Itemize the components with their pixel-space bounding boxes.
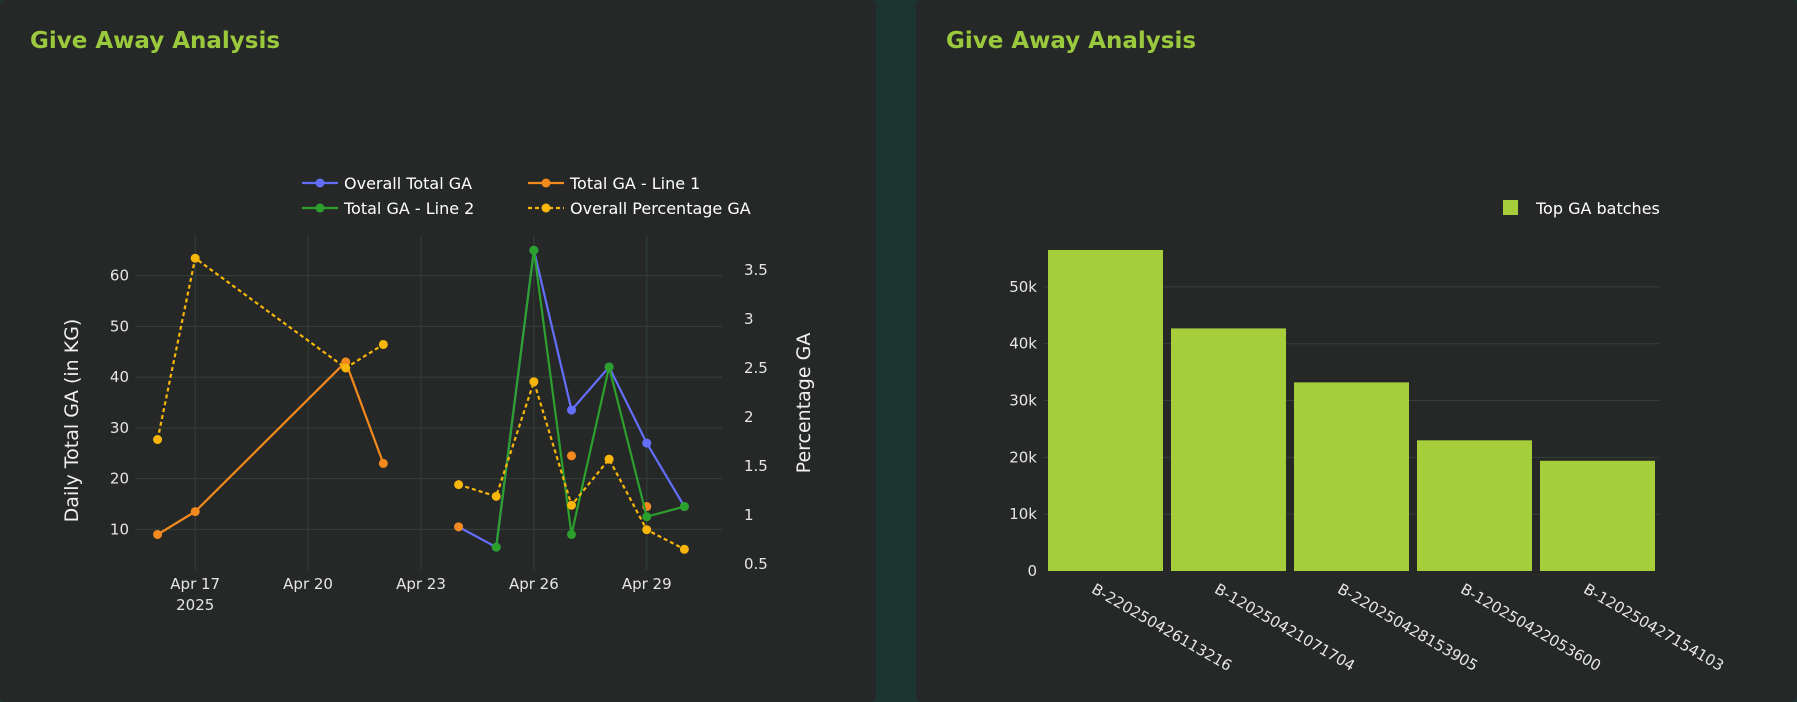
y-tick-label: 40	[110, 368, 129, 386]
data-point-pct[interactable]	[604, 454, 614, 464]
left-chart-panel: Give Away Analysis 10 20 30 40 50 60 0.5 1 1.5 2 2…	[0, 0, 876, 702]
series-line-line2	[495, 250, 685, 548]
line-chart[interactable]: 10 20 30 40 50 60 0.5 1 1.5 2 2.5 3 3.5 Apr 17 2025 Apr…	[0, 0, 876, 702]
legend-label[interactable]: Total GA - Line 1	[569, 174, 700, 193]
legend-swatch-marker	[315, 203, 325, 213]
y-tick-label: 50k	[1009, 278, 1037, 296]
left-chart-title: Give Away Analysis	[30, 28, 281, 54]
bar[interactable]	[1417, 440, 1532, 571]
x-tick-label: Apr 20	[283, 575, 333, 593]
y-tick-label: 50	[110, 317, 129, 335]
data-point-line2[interactable]	[642, 512, 652, 522]
data-point-line2[interactable]	[604, 362, 614, 372]
legend-swatch	[1503, 200, 1518, 215]
bar[interactable]	[1048, 250, 1163, 571]
data-point-line2[interactable]	[491, 542, 501, 552]
x-tick-label: Apr 17	[170, 575, 220, 593]
bar[interactable]	[1294, 382, 1409, 571]
data-point-line2[interactable]	[566, 529, 576, 539]
x-tick-label: Apr 23	[396, 575, 446, 593]
y2-tick-label: 0.5	[744, 555, 768, 573]
data-point-overall[interactable]	[642, 438, 652, 448]
legend-label[interactable]: Overall Percentage GA	[570, 199, 751, 218]
bar[interactable]	[1540, 460, 1655, 571]
y2-tick-label: 2	[744, 408, 754, 426]
right-chart-panel: Give Away Analysis 0 10k 20k 30k 40k 50k B-220…	[916, 0, 1797, 702]
x-tick-sublabel: 2025	[176, 596, 214, 614]
data-point-pct[interactable]	[566, 500, 576, 510]
y-tick-label: 40k	[1009, 335, 1037, 353]
data-point-pct[interactable]	[378, 339, 388, 349]
y2-tick-label: 3	[744, 310, 754, 328]
data-point-pct[interactable]	[153, 435, 163, 445]
y-tick-label: 10k	[1009, 505, 1037, 523]
legend-label[interactable]: Top GA batches	[1535, 199, 1660, 218]
series-line-line1	[157, 359, 385, 536]
x-tick-label: Apr 26	[509, 575, 559, 593]
y-tick-label: 10	[110, 520, 129, 538]
data-point-line1[interactable]	[454, 522, 464, 532]
legend-label[interactable]: Total GA - Line 2	[343, 199, 474, 218]
y2-tick-label: 3.5	[744, 261, 768, 279]
data-point-line2[interactable]	[679, 502, 689, 512]
y2-tick-label: 2.5	[744, 359, 768, 377]
data-point-pct[interactable]	[679, 544, 689, 554]
data-point-pct[interactable]	[454, 480, 464, 490]
y2-tick-label: 1	[744, 506, 754, 524]
y-axis-title: Daily Total GA (in KG)	[61, 319, 83, 523]
y2-axis-title: Percentage GA	[793, 333, 815, 474]
y2-tick-label: 1.5	[744, 457, 768, 475]
data-point-overall[interactable]	[566, 405, 576, 415]
data-point-line1[interactable]	[153, 529, 163, 539]
legend-label[interactable]: Overall Total GA	[344, 174, 472, 193]
y-tick-label: 30	[110, 419, 129, 437]
data-point-line1[interactable]	[378, 458, 388, 468]
bar-chart[interactable]: 010k20k30k40k50kB-220250426113216B-12025…	[916, 0, 1797, 702]
legend-swatch-marker	[541, 203, 551, 213]
data-point-line2[interactable]	[529, 245, 539, 255]
y-tick-label: 20k	[1009, 448, 1037, 466]
series-line-pct	[156, 256, 384, 440]
bar[interactable]	[1171, 328, 1286, 571]
data-point-pct[interactable]	[642, 525, 652, 535]
data-point-line1[interactable]	[566, 451, 576, 461]
data-point-pct[interactable]	[529, 377, 539, 387]
data-point-line1[interactable]	[190, 507, 200, 517]
data-point-pct[interactable]	[491, 491, 501, 501]
data-point-pct[interactable]	[341, 363, 351, 373]
y-tick-label: 30k	[1009, 392, 1037, 410]
legend-swatch-marker	[315, 178, 325, 188]
y-tick-label: 60	[110, 267, 129, 285]
right-chart-title: Give Away Analysis	[946, 28, 1197, 54]
y-tick-label: 0	[1027, 562, 1037, 580]
y-tick-label: 20	[110, 470, 129, 488]
data-point-pct[interactable]	[190, 253, 200, 263]
x-tick-label: Apr 29	[622, 575, 672, 593]
legend-swatch-marker	[541, 178, 551, 188]
